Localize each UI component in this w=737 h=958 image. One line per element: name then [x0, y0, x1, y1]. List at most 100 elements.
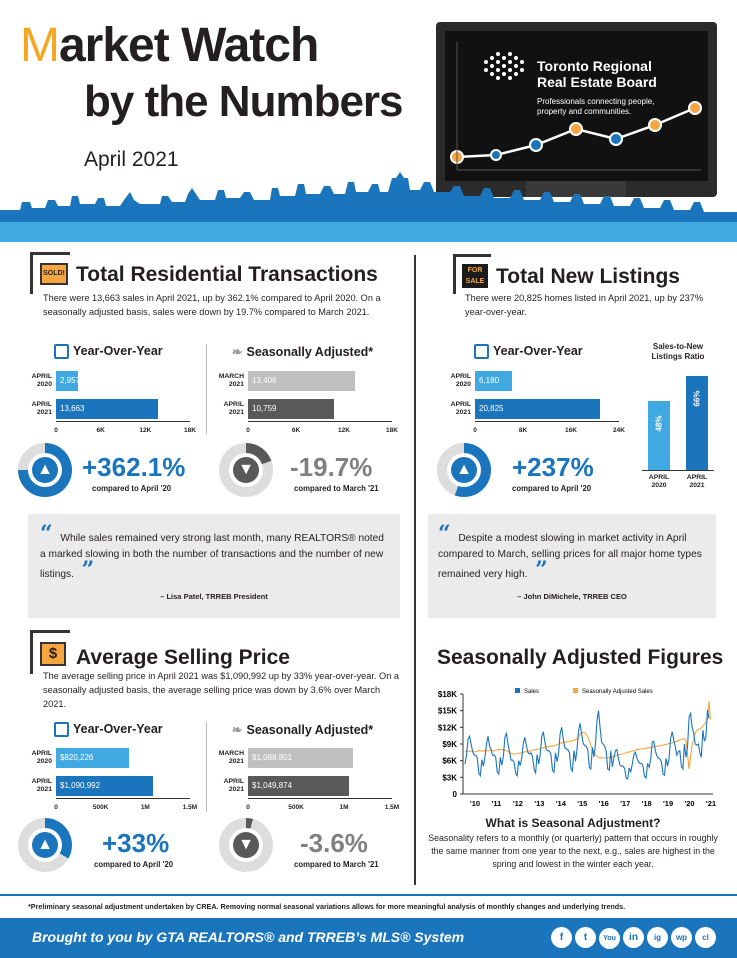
sold-sign-label: SOLD!	[40, 263, 68, 285]
tick-label: 0	[54, 427, 58, 434]
sold-sign-icon	[30, 252, 33, 294]
calendar-icon	[54, 344, 69, 360]
footer-bar: Brought to you by GTA REALTORS® and TRRE…	[0, 918, 737, 958]
ratio-value: 66%	[692, 390, 702, 407]
board-name-1: Toronto Regional	[537, 58, 652, 74]
bar-label: APRIL 2021	[223, 401, 244, 416]
dollar-sign-icon	[30, 630, 33, 674]
bar-axis	[56, 421, 190, 422]
cloud-icon[interactable]: cl	[695, 927, 716, 948]
bar: $1,090,992	[56, 776, 154, 796]
arrow-up-icon: ▲	[32, 832, 58, 858]
monitor-line-chart	[450, 42, 702, 171]
leaf-icon: ❧	[232, 345, 243, 359]
leaf-icon: ❧	[232, 723, 243, 737]
bar: $1,088,801	[248, 748, 353, 768]
asp-yoy-pct: +33%	[102, 828, 170, 858]
trt-yoy-pct: +362.1%	[82, 452, 186, 482]
arrow-down-icon: ▼	[233, 457, 259, 483]
ratio-axis	[642, 470, 714, 471]
ratio-title: Sales-to-New Listings Ratio	[651, 342, 705, 362]
arrow-down-icon: ▼	[233, 832, 259, 858]
ratio-bar	[686, 375, 708, 470]
tnl-author: – John DiMichele, TRREB CEO	[517, 592, 627, 601]
tick-label: 1M	[140, 804, 150, 811]
bar-axis	[248, 421, 392, 422]
x-tick-label: '11	[492, 799, 502, 808]
asp-yoy-cmp: compared to April '20	[94, 860, 174, 869]
legend-swatch	[573, 688, 578, 693]
bar: 20,825	[475, 399, 600, 419]
for-sale-sign-label: FOR SALE	[462, 264, 488, 288]
trt-sa-pct: -19.7%	[290, 452, 373, 482]
ratio-chart: 48% APRIL 2020 66% APRIL 2021	[640, 370, 720, 495]
tick-label: 24K	[613, 427, 625, 434]
tnl-body: There were 20,825 homes listed in April …	[465, 293, 703, 317]
ratio-label: APRIL 2020	[648, 474, 670, 490]
x-tick-label: '16	[599, 799, 609, 808]
footer-brought: Brought to you by GTA REALTORS® and TRRE…	[32, 929, 465, 945]
tick-label: 0	[54, 804, 58, 811]
facebook-icon[interactable]: f	[551, 927, 572, 948]
tnl-yoy-chart: APRIL 2020 6,180 APRIL 2021 20,825 0 8K 16K 24K	[437, 371, 627, 441]
trt-sa-cmp: compared to March '21	[294, 484, 379, 493]
dollar-sign-label: $	[40, 642, 66, 666]
tick-label: 6K	[96, 427, 105, 434]
trt-quote: “ While sales remained very strong last …	[40, 521, 384, 583]
asp-yoy-title: Year-Over-Year	[54, 722, 163, 738]
trt-sa-gauge: ▼	[219, 443, 273, 497]
bar-label: APRIL 2020	[31, 750, 52, 765]
tick-label: 500K	[92, 804, 109, 811]
ratio-bar	[648, 401, 670, 470]
page-title-line2: by the Numbers	[84, 77, 404, 126]
y-tick-label: $9K	[442, 740, 457, 749]
saf-line-chart: 0 $3K $6K $9K $12K $15K $18K '10 '11 '12 '13 '14 '15…	[438, 688, 716, 808]
tnl-quote: “ Despite a modest slowing in market act…	[438, 521, 702, 583]
bar-label: APRIL 2021	[223, 778, 244, 793]
bar: 10,759	[248, 399, 335, 419]
tnl-yoy-gauge: ▲	[437, 443, 491, 497]
skyline-graphic	[0, 172, 737, 242]
twitter-icon[interactable]: t	[575, 927, 596, 948]
linkedin-icon[interactable]: in	[623, 927, 644, 948]
x-tick-label: '21	[706, 799, 716, 808]
asp-sa-chart: MARCH 2021 $1,088,801 APRIL 2021 $1,049,874 0 5…	[210, 748, 400, 818]
bar-label: APRIL 2020	[31, 373, 52, 388]
bar-label: MARCH 2021	[218, 750, 244, 765]
instagram-icon[interactable]: ig	[647, 927, 668, 948]
bar-axis	[475, 421, 619, 422]
series-line	[464, 709, 710, 780]
youtube-icon[interactable]: You	[599, 928, 620, 949]
series-line	[464, 701, 712, 770]
bar: 2,957	[56, 371, 80, 391]
trt-yoy-cmp: compared to April '20	[92, 484, 172, 493]
trt-yoy-title: Year-Over-Year	[54, 344, 163, 360]
bar-label: APRIL 2021	[31, 401, 52, 416]
bar-label: APRIL 2020	[450, 373, 471, 388]
tagline-2: property and communities.	[537, 107, 632, 116]
asp-sa-gauge: ▼	[219, 818, 273, 872]
social-icons: f t You in ig wp cl	[548, 927, 716, 949]
asp-title: Average Selling Price	[76, 646, 290, 669]
legend-label: Sales	[524, 689, 539, 695]
tick-label: 16K	[565, 427, 577, 434]
saf-q-title: What is Seasonal Adjustment?	[485, 816, 661, 830]
saf-title: Seasonally Adjusted Figures	[437, 646, 724, 669]
wordpress-icon[interactable]: wp	[671, 927, 692, 948]
tick-label: 18K	[386, 427, 398, 434]
y-tick-label: $18K	[438, 690, 457, 699]
bar: 13,663	[56, 399, 158, 419]
tick-label: 1M	[339, 804, 349, 811]
bar-label: APRIL 2021	[31, 778, 52, 793]
quote-open-icon: “	[438, 521, 459, 547]
tick-label: 0	[473, 427, 477, 434]
y-tick-label: $12K	[438, 723, 457, 732]
tick-label: 12K	[139, 427, 152, 434]
trt-title: Total Residential Transactions	[76, 263, 378, 286]
arrow-up-icon: ▲	[451, 457, 477, 483]
for-sale-sign-icon	[453, 254, 456, 294]
tick-label: 1.5M	[182, 804, 198, 811]
bar: $820,226	[56, 748, 130, 768]
trt-body: There were 13,663 sales in April 2021, u…	[43, 293, 381, 317]
tick-label: 8K	[518, 427, 528, 434]
